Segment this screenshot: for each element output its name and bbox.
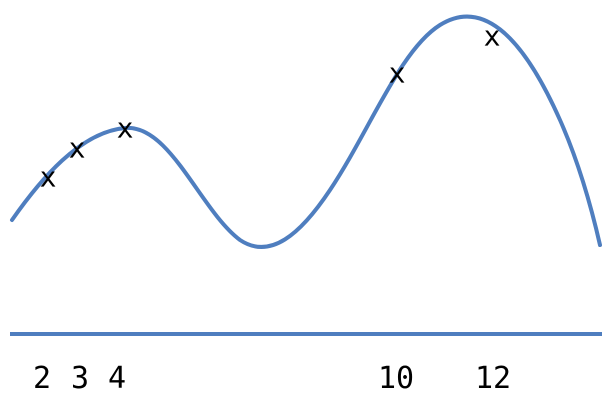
axis-label-12: 12: [475, 361, 511, 396]
marker-x-10: x: [389, 57, 406, 90]
marker-x-12: x: [484, 20, 501, 53]
axis-label-3: 3: [71, 361, 89, 396]
marker-x-2: x: [40, 161, 57, 194]
marker-group: x x x x x: [40, 20, 501, 194]
wave-curve: [10, 14, 602, 249]
marker-x-4: x: [117, 112, 134, 145]
marker-x-3: x: [69, 132, 86, 165]
axis-label-4: 4: [108, 361, 126, 396]
axis-label-10: 10: [378, 361, 414, 396]
axis-label-group: 2 3 4 10 12: [33, 361, 511, 396]
axis-label-2: 2: [33, 361, 51, 396]
